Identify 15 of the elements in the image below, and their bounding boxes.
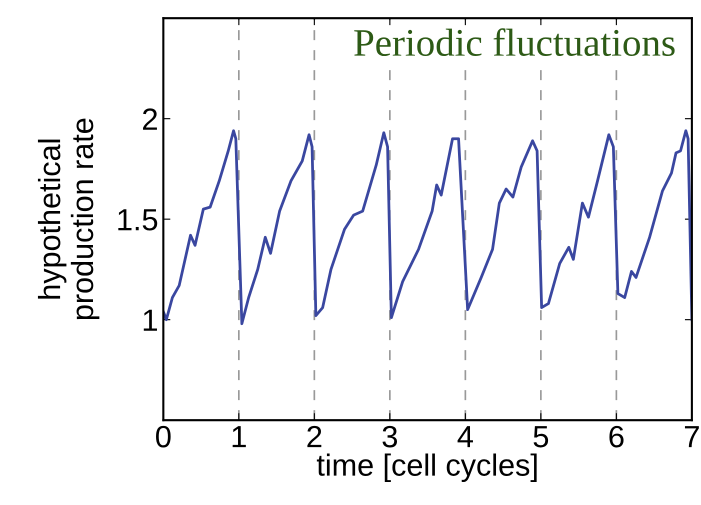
x-tick-label: 7: [684, 426, 699, 448]
x-tick-label: 3: [382, 426, 398, 448]
y-tick-label: 1: [144, 310, 157, 331]
x-tick-label: 6: [609, 426, 624, 448]
y-axis-title: hypothetical production rate: [38, 118, 100, 320]
x-tick-label: 4: [458, 426, 473, 448]
y-tick-label: 1.5: [118, 209, 158, 231]
x-tick-label: 0: [156, 426, 171, 448]
x-tick-label: 2: [307, 426, 322, 448]
y-tick-label: 2: [143, 108, 157, 130]
x-tick-label: 1: [232, 426, 246, 448]
line-series: [163, 129, 692, 326]
x-tick-label: 5: [534, 426, 548, 448]
x-axis-title: time [cell cycles]: [316, 454, 537, 482]
chart-title: Periodic fluctuations: [354, 28, 675, 56]
